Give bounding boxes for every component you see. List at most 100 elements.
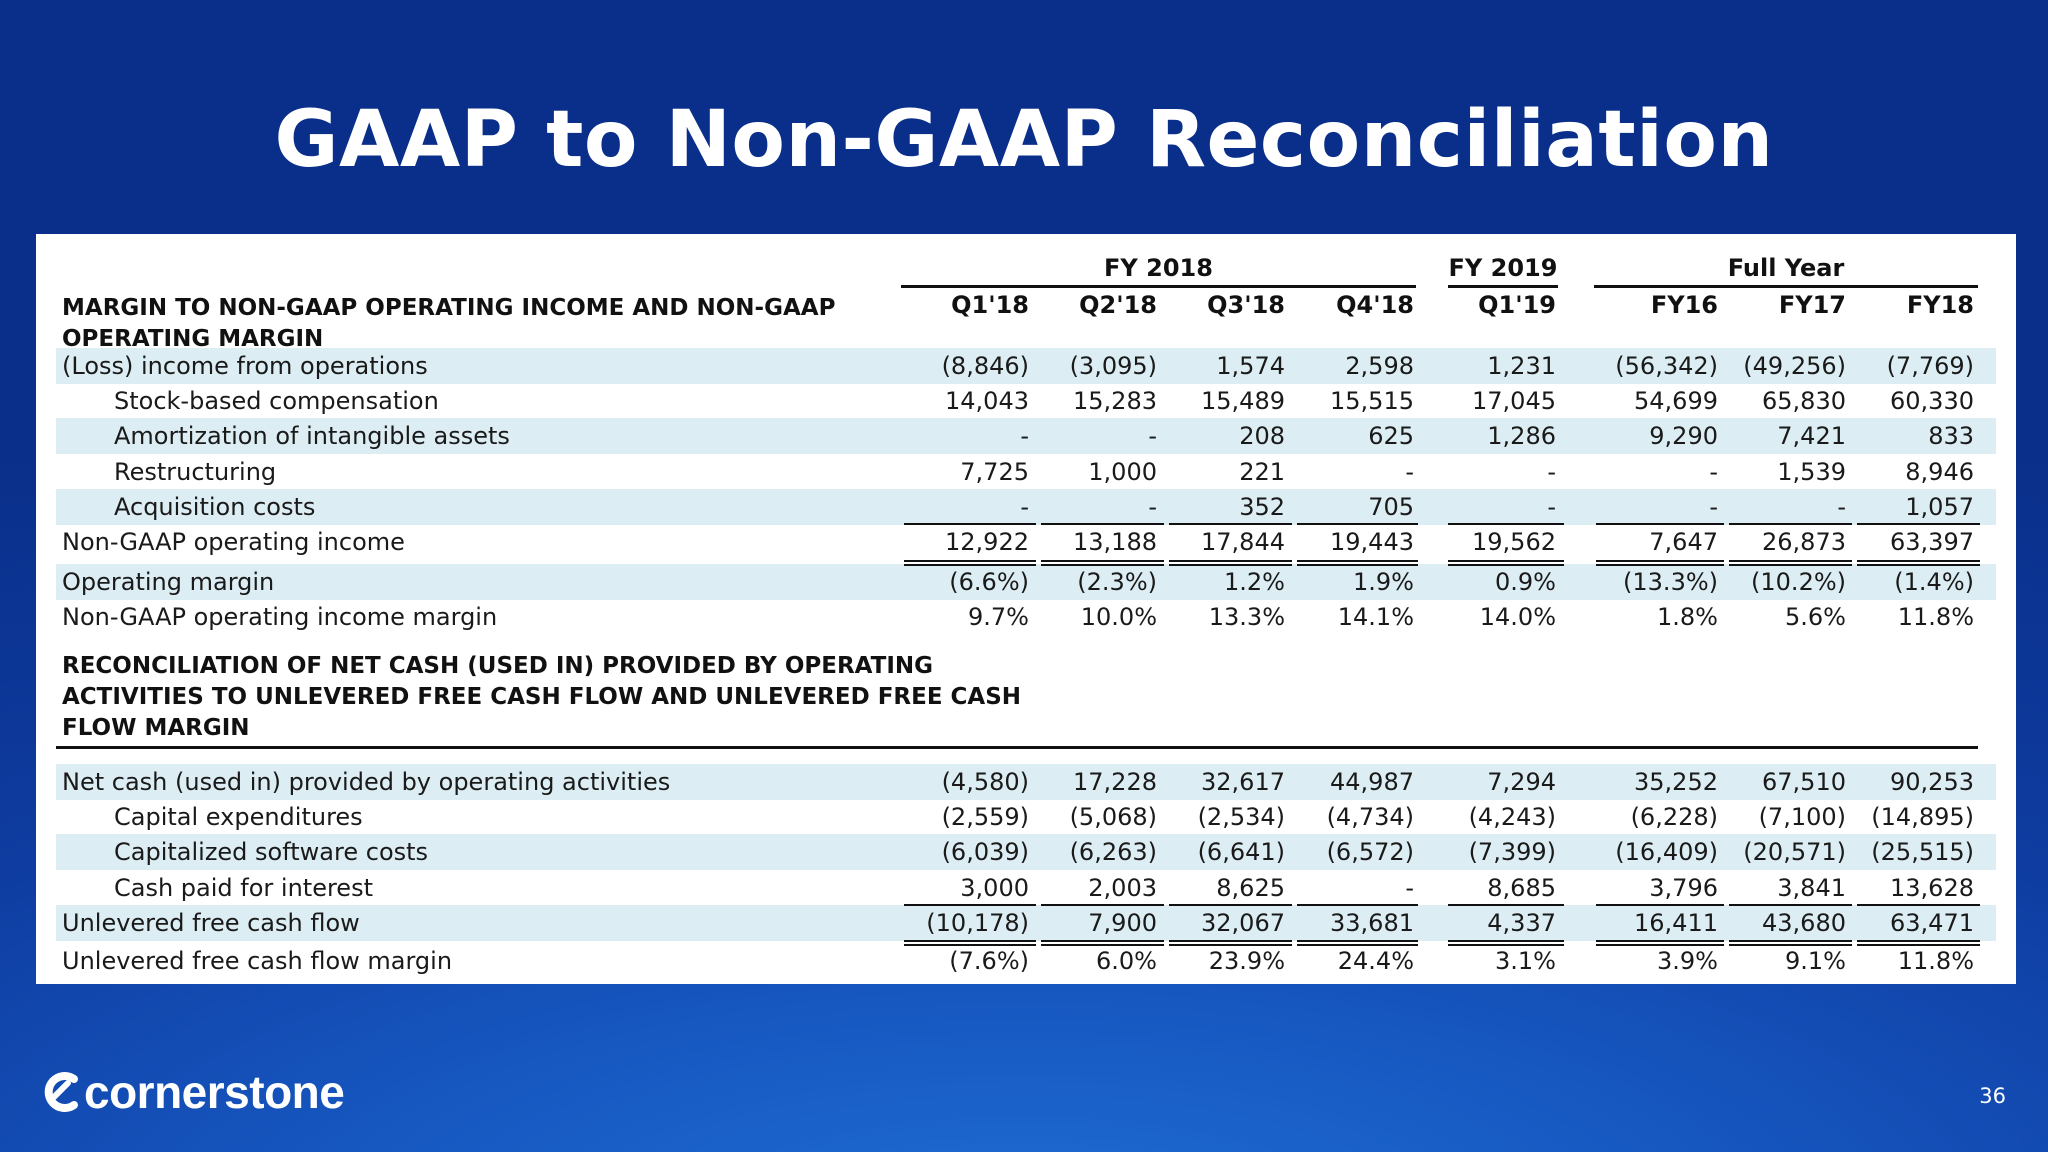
table-row: Unlevered free cash flow (10,178) 7,900 32,… (56, 905, 1996, 941)
row-label: Capitalized software costs (114, 838, 429, 866)
table-cell: (4,734) (1326, 803, 1414, 831)
table-cell: - (1709, 493, 1718, 521)
table-cell: 54,699 (1634, 387, 1718, 415)
column-header: Q2'18 (1079, 291, 1157, 319)
table-cell: - (1148, 493, 1157, 521)
table-cell: 60,330 (1890, 387, 1974, 415)
table-cell: 44,987 (1330, 768, 1414, 796)
table-cell: (10.2%) (1751, 568, 1846, 596)
section-heading-line: MARGIN TO NON-GAAP OPERATING INCOME AND … (62, 295, 836, 321)
table-cell: - (1020, 422, 1029, 450)
row-label: Unlevered free cash flow (62, 909, 360, 937)
table-cell: 43,680 (1762, 909, 1846, 937)
table-cell: 1,057 (1905, 493, 1974, 521)
row-label: Net cash (used in) provided by operating… (62, 768, 671, 796)
row-label: Cash paid for interest (114, 874, 373, 902)
table-cell: 11.8% (1897, 603, 1974, 631)
total-double-rule (1169, 940, 1292, 946)
table-cell: 1.2% (1224, 568, 1285, 596)
table-cell: 0.9% (1495, 568, 1556, 596)
total-double-rule (904, 560, 1036, 566)
table-cell: (20,571) (1743, 838, 1846, 866)
table-cell: 208 (1239, 422, 1285, 450)
column-header: Q1'18 (951, 291, 1029, 319)
total-double-rule (1041, 560, 1164, 566)
table-row: (Loss) income from operations (8,846) (3,0… (56, 348, 1996, 384)
section-heading: RECONCILIATION OF NET CASH (USED IN) PRO… (62, 651, 1021, 744)
table-cell: 1.9% (1353, 568, 1414, 596)
row-label: Operating margin (62, 568, 275, 596)
cornerstone-logo-icon (44, 1072, 78, 1112)
table-cell: 23.9% (1208, 947, 1285, 975)
total-double-rule (1857, 560, 1980, 566)
table-cell: 1.8% (1657, 603, 1718, 631)
row-label: Acquisition costs (114, 493, 316, 521)
table-cell: 625 (1368, 422, 1414, 450)
subtotal-rule (1857, 523, 1980, 525)
table-cell: (6,039) (941, 838, 1029, 866)
table-cell: 3,000 (960, 874, 1029, 902)
table-cell: 14.1% (1337, 603, 1414, 631)
table-cell: 1,574 (1216, 352, 1285, 380)
table-cell: 9.7% (968, 603, 1029, 631)
logo-text: cornerstone (84, 1066, 345, 1118)
table-cell: 3.1% (1495, 947, 1556, 975)
table-cell: 1,000 (1088, 458, 1157, 486)
table-row: Non-GAAP operating income 12,922 13,188 17,… (56, 524, 1996, 560)
table-cell: (1.4%) (1894, 568, 1974, 596)
table-cell: 352 (1239, 493, 1285, 521)
table-cell: 13.3% (1208, 603, 1285, 631)
group-underline (1594, 285, 1978, 288)
row-label: (Loss) income from operations (62, 352, 428, 380)
table-cell: 32,067 (1201, 909, 1285, 937)
table-cell: (56,342) (1615, 352, 1718, 380)
table-cell: 35,252 (1634, 768, 1718, 796)
subtotal-rule (1169, 904, 1292, 906)
table-cell: 15,489 (1201, 387, 1285, 415)
table-cell: 15,283 (1073, 387, 1157, 415)
table-cell: (14,895) (1871, 803, 1974, 831)
table-cell: 2,003 (1088, 874, 1157, 902)
table-cell: - (1405, 458, 1414, 486)
table-cell: 7,900 (1088, 909, 1157, 937)
table-cell: - (1547, 493, 1556, 521)
table-cell: 7,421 (1777, 422, 1846, 450)
table-row: Capitalized software costs (6,039) (6,263)… (56, 834, 1996, 870)
table-cell: (6,641) (1197, 838, 1285, 866)
table-cell: 63,471 (1890, 909, 1974, 937)
table-cell: 3.9% (1657, 947, 1718, 975)
total-double-rule (1297, 560, 1418, 566)
table-cell: 26,873 (1762, 528, 1846, 556)
table-cell: 14.0% (1479, 603, 1556, 631)
table-cell: 833 (1928, 422, 1974, 450)
row-label: Amortization of intangible assets (114, 422, 510, 450)
table-cell: 8,946 (1905, 458, 1974, 486)
table-cell: 63,397 (1890, 528, 1974, 556)
table-cell: - (1405, 874, 1414, 902)
group-underline (901, 285, 1416, 288)
table-cell: 8,625 (1216, 874, 1285, 902)
section-heading-line: FLOW MARGIN (62, 715, 250, 741)
table-cell: 10.0% (1080, 603, 1157, 631)
total-double-rule (1448, 940, 1564, 946)
group-underline (1448, 285, 1558, 288)
table-cell: - (1547, 458, 1556, 486)
section-heading-line: RECONCILIATION OF NET CASH (USED IN) PRO… (62, 653, 934, 679)
row-label: Unlevered free cash flow margin (62, 947, 453, 975)
table-cell: - (1148, 422, 1157, 450)
total-double-rule (904, 940, 1036, 946)
cornerstone-logo: cornerstone (38, 1065, 345, 1119)
row-label: Non-GAAP operating income margin (62, 603, 498, 631)
table-cell: 6.0% (1096, 947, 1157, 975)
table-cell: (7,769) (1886, 352, 1974, 380)
column-header: Q1'19 (1478, 291, 1556, 319)
row-label: Capital expenditures (114, 803, 363, 831)
table-cell: 17,844 (1201, 528, 1285, 556)
table-row: Cash paid for interest 3,000 2,003 8,625 - 8,… (56, 870, 1996, 906)
column-header: Q3'18 (1207, 291, 1285, 319)
table-cell: (7,100) (1758, 803, 1846, 831)
table-cell: (7,399) (1468, 838, 1556, 866)
section-heading: MARGIN TO NON-GAAP OPERATING INCOME AND … (62, 293, 835, 355)
table-cell: (4,580) (941, 768, 1029, 796)
table-cell: 19,443 (1330, 528, 1414, 556)
